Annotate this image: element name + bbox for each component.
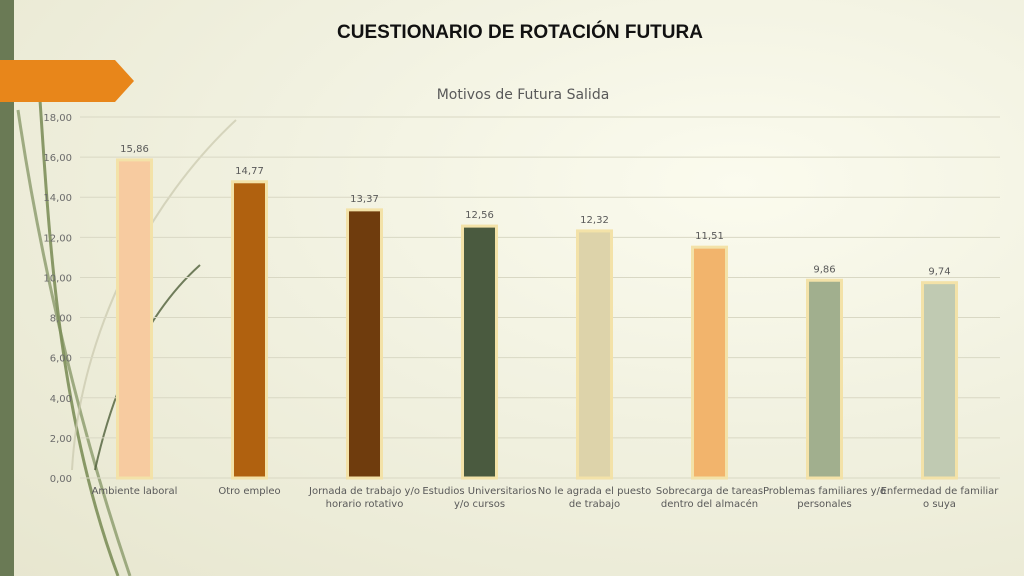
data-label: 14,77 — [235, 166, 264, 177]
y-tick-label: 8,00 — [50, 314, 72, 325]
x-category-label: Otro empleo — [218, 486, 280, 497]
bar — [231, 180, 268, 480]
data-label: 13,37 — [350, 194, 379, 205]
data-label: 9,74 — [928, 267, 950, 278]
x-category-label: de trabajo — [569, 499, 620, 510]
x-category-label: Ambiente laboral — [92, 486, 178, 497]
y-tick-label: 6,00 — [50, 354, 72, 365]
data-label: 12,32 — [580, 215, 609, 226]
x-category-label: No le agrada el puesto — [538, 486, 651, 497]
y-tick-label: 10,00 — [43, 273, 72, 284]
slide-title: CUESTIONARIO DE ROTACIÓN FUTURA — [337, 22, 703, 43]
bar — [806, 278, 843, 480]
bar — [576, 229, 613, 480]
x-category-label: Jornada de trabajo y/o — [308, 486, 420, 497]
y-tick-label: 0,00 — [50, 474, 72, 485]
bar — [116, 158, 153, 480]
y-tick-label: 4,00 — [50, 394, 72, 405]
chart-title: Motivos de Futura Salida — [436, 87, 610, 103]
x-category-label: y/o cursos — [454, 499, 505, 510]
x-category-label: o suya — [923, 499, 956, 510]
data-label: 15,86 — [120, 144, 149, 155]
side-accent-bar — [0, 0, 14, 576]
x-category-label: horario rotativo — [326, 499, 404, 510]
y-tick-label: 12,00 — [43, 233, 72, 244]
data-label: 9,86 — [813, 264, 835, 275]
y-tick-label: 2,00 — [50, 434, 72, 445]
x-category-label: Enfermedad de familiar — [881, 486, 1000, 497]
bar — [921, 281, 958, 480]
orange-arrow-tab — [0, 60, 134, 102]
y-tick-label: 18,00 — [43, 113, 72, 124]
x-category-label: Problemas familiares y/o — [763, 486, 886, 497]
data-label: 11,51 — [695, 231, 724, 242]
bar — [691, 245, 728, 480]
bar — [461, 224, 498, 480]
x-category-label: dentro del almacén — [661, 498, 758, 510]
bar — [346, 208, 383, 480]
x-category-label: personales — [797, 499, 852, 510]
y-tick-label: 14,00 — [43, 193, 72, 204]
y-tick-label: 16,00 — [43, 153, 72, 164]
data-label: 12,56 — [465, 210, 494, 221]
x-category-label: Sobrecarga de tareas — [656, 486, 763, 497]
x-category-label: Estudios Universitarios — [422, 486, 536, 497]
